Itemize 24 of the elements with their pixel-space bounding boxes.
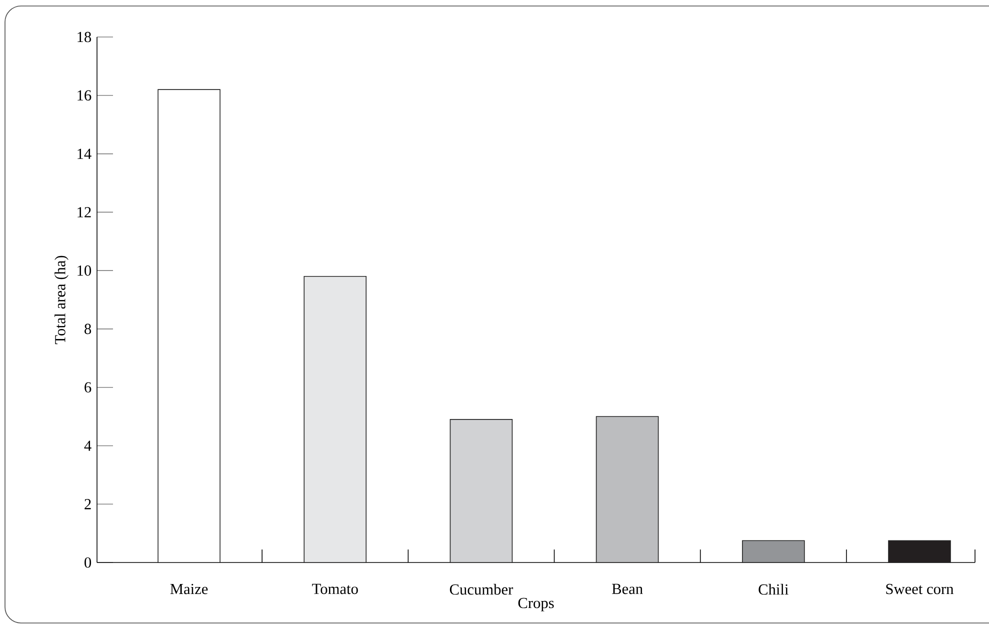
bar [450, 419, 513, 563]
x-tick-label: Tomato [312, 584, 358, 594]
bar [742, 540, 805, 563]
bar [304, 276, 367, 563]
y-tick-label: 4 [84, 440, 92, 451]
y-tick-label: 6 [84, 382, 92, 392]
y-tick-label: 0 [84, 557, 92, 568]
y-tick-label: 2 [84, 499, 91, 510]
y-tick-label: 12 [78, 207, 91, 218]
bar [596, 416, 659, 563]
x-tick-label: Sweet corn [886, 584, 954, 594]
y-axis-title: Total area (ha) [54, 256, 68, 344]
bar [158, 89, 220, 563]
y-tick-label: 8 [84, 324, 92, 334]
y-tick-label: 14 [78, 148, 92, 159]
y-tick-label: 10 [78, 265, 92, 276]
x-tick-label: Cucumber [450, 584, 514, 595]
x-axis-title: Crops [518, 598, 554, 612]
y-tick-label: 16 [78, 90, 92, 101]
bar [888, 540, 951, 563]
x-tick-label: Chili [758, 584, 788, 595]
x-tick-label: Maize [170, 584, 208, 594]
x-tick-label: Bean [612, 584, 643, 594]
y-tick-label: 18 [78, 32, 92, 42]
